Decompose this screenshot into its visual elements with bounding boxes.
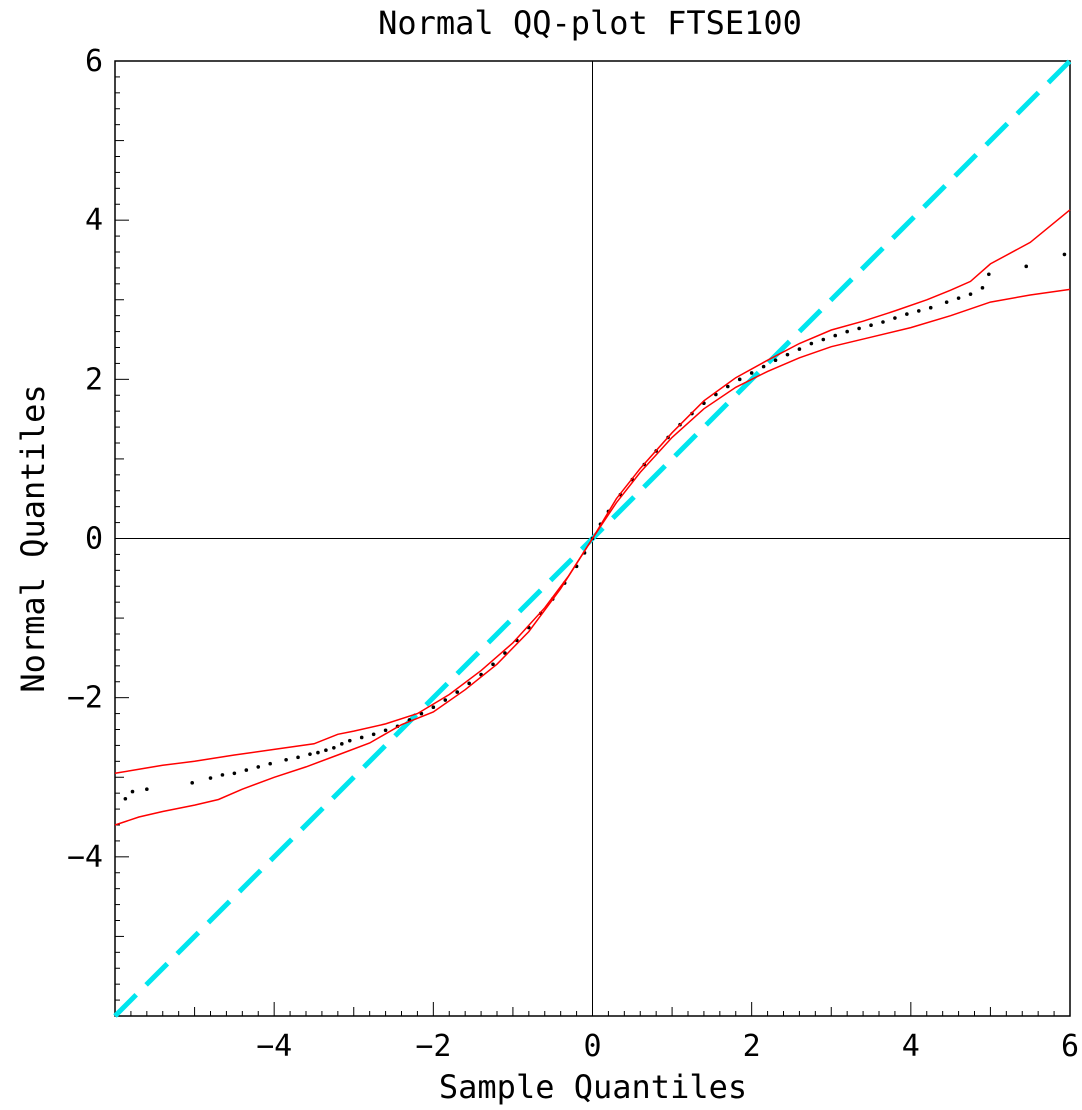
- qq-points: [123, 252, 1067, 801]
- qq-point: [928, 305, 933, 310]
- y-tick-label: 6: [85, 44, 103, 79]
- qq-point: [220, 773, 225, 777]
- qq-point: [256, 765, 261, 769]
- qq-point: [905, 312, 909, 316]
- qq-point: [773, 358, 778, 363]
- qq-point: [869, 323, 873, 328]
- qq-point: [916, 309, 921, 313]
- qq-point: [881, 320, 885, 324]
- series-layer: [114, 209, 1071, 826]
- qq-point: [130, 789, 135, 794]
- qq-point: [308, 752, 312, 756]
- qq-point: [809, 341, 814, 346]
- qq-point: [968, 292, 973, 296]
- qq-point: [316, 750, 320, 755]
- qq-point: [232, 771, 237, 776]
- qq-point: [725, 384, 730, 389]
- qq-point: [956, 296, 961, 300]
- y-tick-label: 4: [85, 203, 103, 238]
- qq-point: [785, 352, 790, 357]
- qq-point: [296, 755, 300, 760]
- qq-point: [383, 728, 388, 733]
- qq-point: [340, 742, 344, 746]
- qq-point: [503, 651, 507, 655]
- qq-point: [893, 316, 897, 320]
- x-tick-label: −4: [256, 1029, 292, 1064]
- qq-point: [857, 326, 861, 331]
- tick-labels: −4 −2 0 2 4 6 −4 −2 0 2 4 6: [67, 44, 1079, 1064]
- qq-point: [123, 796, 128, 801]
- y-tick-label: −2: [67, 681, 103, 716]
- qq-point: [145, 787, 149, 791]
- qq-point: [944, 300, 949, 304]
- chart-title: Normal QQ-plot FTSE100: [378, 4, 802, 42]
- qq-point: [987, 272, 991, 277]
- x-axis-title: Sample Quantiles: [439, 1068, 747, 1106]
- qq-point: [332, 746, 336, 750]
- qq-point: [761, 364, 766, 369]
- qq-point: [1024, 264, 1029, 269]
- qq-point: [749, 371, 754, 375]
- qq-point: [797, 347, 802, 351]
- qq-point: [190, 781, 194, 785]
- tick-marks: [115, 60, 1071, 1016]
- x-tick-label: 0: [583, 1029, 601, 1064]
- qq-point: [845, 329, 849, 334]
- y-axis-title: Normal Quantiles: [14, 384, 52, 692]
- qq-point: [244, 768, 249, 772]
- x-tick-label: 6: [1061, 1029, 1079, 1064]
- qq-point: [833, 333, 838, 338]
- qq-point: [467, 681, 471, 686]
- qq-point: [980, 286, 985, 290]
- plot-area: −4 −2 0 2 4 6 −4 −2 0 2 4 6: [67, 44, 1079, 1064]
- confidence-band-lower: [114, 288, 1071, 826]
- x-tick-label: 4: [902, 1029, 920, 1064]
- y-tick-label: 0: [85, 522, 103, 557]
- qq-point: [443, 698, 448, 702]
- x-tick-label: −2: [415, 1029, 451, 1064]
- y-tick-label: −4: [67, 840, 103, 875]
- qq-point: [208, 776, 213, 780]
- qq-point: [821, 337, 826, 342]
- qq-point: [737, 377, 742, 382]
- x-tick-label: 2: [743, 1029, 761, 1064]
- qq-point: [284, 757, 288, 762]
- qq-point: [431, 705, 436, 710]
- qq-point: [268, 761, 272, 766]
- qq-point: [324, 748, 328, 752]
- y-tick-label: 2: [85, 362, 103, 397]
- qq-point: [359, 735, 364, 740]
- qq-point: [419, 711, 424, 716]
- qq-point: [491, 662, 495, 667]
- qq-point: [1062, 252, 1067, 257]
- qq-point: [347, 738, 352, 743]
- qq-point: [371, 732, 376, 737]
- qq-point: [455, 690, 460, 694]
